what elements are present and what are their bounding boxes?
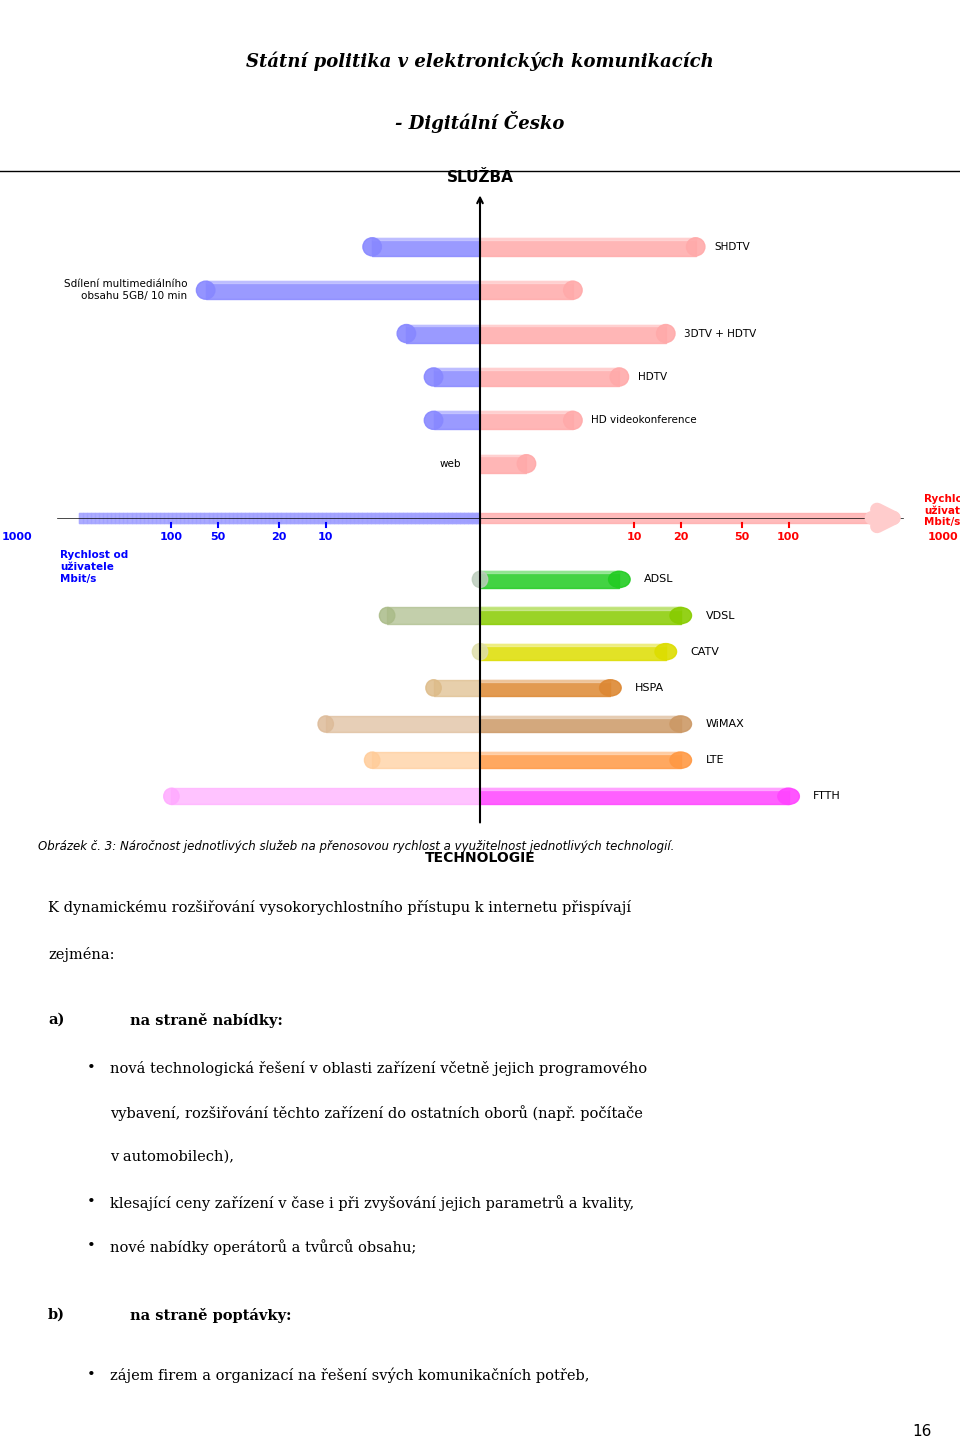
Text: LTE: LTE bbox=[706, 755, 724, 765]
Text: - Digitální Česko: - Digitální Česko bbox=[396, 111, 564, 134]
Text: v automobilech),: v automobilech), bbox=[110, 1150, 234, 1165]
Text: VDSL: VDSL bbox=[706, 611, 735, 621]
Text: •: • bbox=[86, 1368, 95, 1381]
Ellipse shape bbox=[657, 324, 675, 343]
Text: WiMAX: WiMAX bbox=[706, 720, 744, 728]
Text: web: web bbox=[440, 458, 462, 468]
Text: ADSL: ADSL bbox=[644, 574, 674, 585]
Text: na straně nabídky:: na straně nabídky: bbox=[130, 1013, 282, 1028]
Text: K dynamickému rozšiřování vysokorychlostního přístupu k internetu přispívají: K dynamickému rozšiřování vysokorychlost… bbox=[48, 900, 631, 915]
Text: a): a) bbox=[48, 1013, 64, 1027]
Text: 100: 100 bbox=[160, 532, 183, 542]
Text: 10: 10 bbox=[318, 532, 333, 542]
Text: TECHNOLOGIE: TECHNOLOGIE bbox=[424, 851, 536, 865]
Text: nová technologická řešení v oblasti zařízení včetně jejich programového: nová technologická řešení v oblasti zaří… bbox=[110, 1060, 648, 1076]
Ellipse shape bbox=[670, 752, 691, 768]
Ellipse shape bbox=[564, 281, 582, 300]
Text: 20: 20 bbox=[272, 532, 287, 542]
Text: 100: 100 bbox=[777, 532, 800, 542]
Text: •: • bbox=[86, 1060, 95, 1075]
Ellipse shape bbox=[686, 238, 705, 256]
Text: HDTV: HDTV bbox=[637, 372, 667, 382]
Ellipse shape bbox=[363, 238, 381, 256]
Text: 3DTV + HDTV: 3DTV + HDTV bbox=[684, 329, 756, 339]
Text: 1000: 1000 bbox=[927, 532, 958, 542]
Ellipse shape bbox=[670, 715, 691, 733]
Ellipse shape bbox=[379, 608, 395, 624]
Text: 16: 16 bbox=[912, 1425, 931, 1439]
Text: 20: 20 bbox=[673, 532, 688, 542]
Ellipse shape bbox=[318, 715, 333, 733]
Text: Rychlost od
uživatele
Mbit/s: Rychlost od uživatele Mbit/s bbox=[60, 551, 129, 583]
Text: SLUŽBA: SLUŽBA bbox=[446, 170, 514, 185]
Ellipse shape bbox=[778, 788, 800, 804]
Text: nové nabídky operátorů a tvůrců obsahu;: nové nabídky operátorů a tvůrců obsahu; bbox=[110, 1239, 417, 1255]
Text: FTTH: FTTH bbox=[813, 791, 841, 801]
Text: •: • bbox=[86, 1195, 95, 1208]
Text: 10: 10 bbox=[627, 532, 642, 542]
Text: HSPA: HSPA bbox=[636, 683, 664, 694]
Ellipse shape bbox=[670, 608, 691, 624]
Ellipse shape bbox=[424, 368, 443, 385]
Text: •: • bbox=[86, 1239, 95, 1253]
Ellipse shape bbox=[472, 571, 488, 587]
Text: Státní politika v elektronických komunikacích: Státní politika v elektronických komunik… bbox=[246, 51, 714, 71]
Text: klesající ceny zařízení v čase i při zvyšování jejich parametrů a kvality,: klesající ceny zařízení v čase i při zvy… bbox=[110, 1195, 635, 1211]
Text: b): b) bbox=[48, 1309, 65, 1322]
Ellipse shape bbox=[365, 752, 380, 768]
Text: Sdílení multimediálního
obsahu 5GB/ 10 min: Sdílení multimediálního obsahu 5GB/ 10 m… bbox=[63, 279, 187, 301]
Text: Rychlost k
uživateli
Mbit/s: Rychlost k uživateli Mbit/s bbox=[924, 494, 960, 528]
Ellipse shape bbox=[472, 644, 488, 660]
Ellipse shape bbox=[197, 281, 215, 300]
Text: 1000: 1000 bbox=[2, 532, 33, 542]
Text: SHDTV: SHDTV bbox=[714, 241, 750, 252]
Ellipse shape bbox=[564, 411, 582, 429]
Text: zejména:: zejména: bbox=[48, 948, 114, 963]
Text: na straně poptávky:: na straně poptávky: bbox=[130, 1309, 291, 1323]
Text: 50: 50 bbox=[210, 532, 226, 542]
Ellipse shape bbox=[609, 571, 630, 587]
Text: 50: 50 bbox=[734, 532, 750, 542]
Text: vybavení, rozšiřování těchto zařízení do ostatních oborů (např. počítače: vybavení, rozšiřování těchto zařízení do… bbox=[110, 1105, 643, 1121]
Ellipse shape bbox=[655, 644, 677, 660]
Ellipse shape bbox=[610, 368, 629, 385]
Ellipse shape bbox=[397, 324, 416, 343]
Text: zájem firem a organizací na řešení svých komunikačních potřeb,: zájem firem a organizací na řešení svých… bbox=[110, 1368, 589, 1383]
Ellipse shape bbox=[426, 679, 442, 696]
Ellipse shape bbox=[424, 411, 443, 429]
Ellipse shape bbox=[600, 679, 621, 696]
Ellipse shape bbox=[517, 455, 536, 473]
Text: Obrázek č. 3: Náročnost jednotlivých služeb na přenosovou rychlost a využitelnos: Obrázek č. 3: Náročnost jednotlivých slu… bbox=[38, 840, 675, 853]
Ellipse shape bbox=[164, 788, 180, 804]
Text: HD videokonference: HD videokonference bbox=[591, 416, 697, 426]
Text: CATV: CATV bbox=[690, 647, 719, 657]
